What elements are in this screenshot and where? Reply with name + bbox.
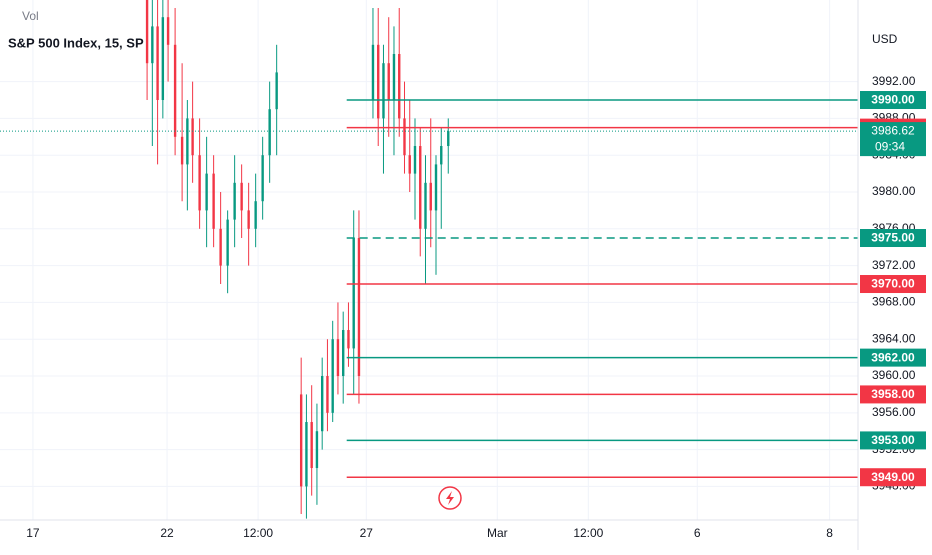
candle-body [205, 173, 208, 211]
candle-body [342, 330, 345, 377]
level-label: 3958.00 [871, 387, 915, 401]
level-label-box [860, 91, 926, 110]
y-tick-label: 3968.00 [872, 295, 916, 309]
candle-body [382, 63, 385, 119]
x-tick-label: 12:00 [243, 526, 273, 540]
candle-body [419, 146, 422, 229]
chart-title: S&P 500 Index, 15, SP [8, 35, 144, 50]
candle-body [315, 431, 319, 469]
level-label: 3949.00 [871, 470, 915, 484]
candle-body [145, 0, 149, 64]
candle-body [268, 109, 271, 156]
candle-body [434, 164, 438, 211]
level-label-box [860, 468, 926, 487]
candle-body [352, 238, 355, 349]
level-label-box [860, 229, 926, 248]
candle-body [387, 63, 390, 101]
candle-body [347, 330, 350, 349]
candle-body [247, 210, 250, 229]
y-tick-label: 3964.00 [872, 331, 916, 345]
alert-icon[interactable] [438, 486, 462, 510]
x-tick-label: 17 [26, 526, 40, 540]
level-label: 3990.00 [871, 93, 915, 107]
candle-body [180, 136, 184, 165]
y-tick-label: 3960.00 [872, 368, 916, 382]
candle-body [212, 173, 215, 229]
currency: USD [872, 32, 898, 46]
candle-body [371, 44, 375, 101]
last-price-label: 3986.62 [871, 123, 915, 137]
candle-body [198, 155, 201, 211]
candle-body [219, 228, 222, 266]
y-tick-label: 3956.00 [872, 405, 916, 419]
level-label: 3962.00 [871, 350, 915, 364]
candle-body [156, 26, 159, 101]
candle-body [191, 118, 194, 156]
candle-body [377, 44, 380, 119]
y-tick-label: 3972.00 [872, 258, 916, 272]
level-label: 3975.00 [871, 231, 915, 245]
x-tick-label: 22 [160, 526, 174, 540]
candle-body [299, 394, 303, 487]
x-tick-label: Mar [487, 526, 508, 540]
candle-body [310, 422, 313, 469]
level-label-box [860, 275, 926, 294]
last-price-box [860, 122, 926, 157]
candle-body [408, 155, 411, 174]
candle-body [166, 17, 170, 45]
candle-body [151, 26, 154, 64]
level-label-box [860, 385, 926, 404]
levels [0, 99, 858, 478]
candle-body [186, 118, 189, 165]
candle-body [440, 146, 443, 165]
candle-body [403, 118, 406, 156]
candle-body [398, 54, 401, 119]
candle-body [305, 422, 308, 487]
x-tick-label: 8 [826, 526, 833, 540]
level-label-box [860, 348, 926, 367]
y-tick-label: 3980.00 [872, 184, 916, 198]
x-tick-label: 12:00 [573, 526, 603, 540]
x-tick-label: 27 [360, 526, 374, 540]
candle-body [240, 182, 243, 211]
candle-body [261, 155, 264, 202]
candle-body [173, 44, 177, 137]
y-tick-label: 3992.00 [872, 74, 916, 88]
alert-bolt[interactable] [446, 491, 454, 505]
candle-body [357, 238, 361, 377]
candle-body [336, 339, 340, 377]
candle-body [413, 146, 417, 174]
candle-body [275, 72, 278, 110]
candle-body [254, 201, 257, 229]
volume-label: Vol [22, 9, 39, 23]
candle-body [233, 182, 236, 220]
candle-body [429, 182, 432, 211]
candle-body [161, 17, 165, 101]
candle-body [326, 376, 329, 413]
candle-body [447, 131, 450, 147]
grid [0, 0, 858, 520]
candle-body [331, 339, 334, 413]
x-tick-label: 6 [694, 526, 701, 540]
level-label-box [860, 431, 926, 450]
candle-body [392, 54, 396, 101]
level-label: 3953.00 [871, 433, 915, 447]
candles [145, 0, 450, 519]
countdown: 09:34 [875, 139, 905, 153]
candle-body [424, 182, 427, 229]
level-label: 3970.00 [871, 277, 915, 291]
axes: 3992.003988.003984.003980.003976.003972.… [26, 74, 926, 540]
candle-body [320, 376, 324, 432]
candle-body [226, 219, 229, 266]
